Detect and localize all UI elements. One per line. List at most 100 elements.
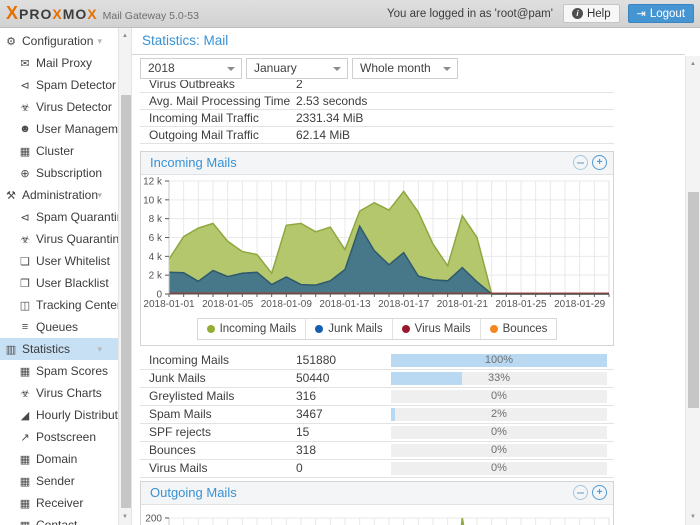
sidebar-item-label: Spam Detector <box>36 78 116 92</box>
svg-text:6 k: 6 k <box>149 233 163 244</box>
row-label: Virus Outbreaks <box>149 80 235 91</box>
table-row[interactable]: Spam Mails34672% <box>140 406 614 424</box>
legend-label: Junk Mails <box>328 323 382 335</box>
bullhorn-icon: ⊲ <box>18 79 32 92</box>
row-label: Greylisted Mails <box>149 389 234 403</box>
chevron-down-icon[interactable]: ▾ <box>97 190 102 201</box>
scroll-up-icon[interactable]: ▲ <box>686 58 700 70</box>
sidebar-item-administration[interactable]: ⚒Administration▾ <box>0 184 118 206</box>
sidebar-item-user-blacklist[interactable]: ❐User Blacklist <box>0 272 118 294</box>
svg-text:4 k: 4 k <box>149 252 163 263</box>
outgoing-mails-chart: 200 <box>141 505 613 525</box>
logout-button-label: Logout <box>650 8 685 20</box>
sidebar-item-contact[interactable]: ▦Contact <box>0 514 118 525</box>
chevron-down-icon[interactable]: ▾ <box>97 344 102 355</box>
bug-icon: ☣ <box>18 101 32 114</box>
svg-text:10 k: 10 k <box>143 195 163 206</box>
summary-table: Virus Outbreaks 2Avg. Mail Processing Tim… <box>140 80 614 144</box>
legend-dot-icon <box>490 325 498 333</box>
month-select[interactable]: January <box>246 58 348 79</box>
help-button[interactable]: i Help <box>563 4 620 23</box>
legend-label: Bounces <box>503 323 548 335</box>
scroll-up-icon[interactable]: ▲ <box>119 30 131 42</box>
sidebar-item-queues[interactable]: ≡Queues <box>0 316 118 338</box>
expand-arrows-circle-icon[interactable]: + <box>592 155 607 170</box>
svg-text:2018-01-21: 2018-01-21 <box>437 299 489 310</box>
table-row[interactable]: Outgoing Mail Traffic62.14 MiB <box>140 127 614 144</box>
legend-item[interactable]: Incoming Mails <box>198 319 306 339</box>
info-circle-icon: i <box>572 8 583 19</box>
sidebar-item-label: Tracking Center <box>36 298 118 312</box>
sidebar-item-cluster[interactable]: ▦Cluster <box>0 140 118 162</box>
row-value: 15 <box>296 424 309 441</box>
outgoing-panel-title: Outgoing Mails <box>150 485 237 500</box>
brand-text: PROXMOX <box>19 6 98 22</box>
percent-label: 2% <box>391 406 607 423</box>
percent-label: 100% <box>391 352 607 369</box>
sidebar-item-statistics[interactable]: ▥Statistics▾ <box>0 338 118 360</box>
sidebar-item-mail-proxy[interactable]: ✉Mail Proxy <box>0 52 118 74</box>
sidebar-item-spam-scores[interactable]: ▦Spam Scores <box>0 360 118 382</box>
sidebar-item-receiver[interactable]: ▦Receiver <box>0 492 118 514</box>
users-icon: ☻ <box>18 123 32 135</box>
chevron-down-icon[interactable]: ▾ <box>97 36 102 47</box>
sidebar-item-tracking-center[interactable]: ◫Tracking Center <box>0 294 118 316</box>
main-content: Statistics: Mail 2018 January Whole mont… <box>132 28 685 525</box>
table-row[interactable]: Avg. Mail Processing Time2.53 seconds <box>140 93 614 110</box>
expand-arrows-circle-icon[interactable]: + <box>592 485 607 500</box>
chevron-down-icon <box>443 67 451 71</box>
sidebar-item-label: Hourly Distribution <box>36 408 118 422</box>
table-row[interactable]: Bounces3180% <box>140 442 614 460</box>
sidebar-item-spam-quarantine[interactable]: ⊲Spam Quarantine <box>0 206 118 228</box>
legend-dot-icon <box>207 325 215 333</box>
table-row[interactable]: Incoming Mail Traffic2331.34 MiB <box>140 110 614 127</box>
collapse-circle-icon[interactable] <box>573 485 588 500</box>
sidebar-item-user-management[interactable]: ☻User Management <box>0 118 118 140</box>
sidebar-item-virus-detector[interactable]: ☣Virus Detector <box>0 96 118 118</box>
sidebar-scrollbar[interactable]: ▲ ▼ <box>118 28 132 525</box>
table-row[interactable]: SPF rejects150% <box>140 424 614 442</box>
range-select[interactable]: Whole month <box>352 58 458 79</box>
legend-item[interactable]: Junk Mails <box>305 319 391 339</box>
outgoing-mails-panel: Outgoing Mails + 200 <box>140 481 614 525</box>
incoming-mails-chart: 02 k4 k6 k8 k10 k12 k2018-01-012018-01-0… <box>141 175 613 313</box>
sidebar-item-sender[interactable]: ▦Sender <box>0 470 118 492</box>
sidebar-item-virus-charts[interactable]: ☣Virus Charts <box>0 382 118 404</box>
sidebar-item-user-whitelist[interactable]: ❏User Whitelist <box>0 250 118 272</box>
year-select-value: 2018 <box>148 61 175 75</box>
proxmox-x-icon: X <box>6 3 18 24</box>
svg-text:12 k: 12 k <box>143 177 163 188</box>
legend-item[interactable]: Bounces <box>480 319 557 339</box>
legend-item[interactable]: Virus Mails <box>392 319 480 339</box>
sidebar-item-label: Configuration <box>22 34 93 48</box>
sidebar-item-postscreen[interactable]: ↗Postscreen <box>0 426 118 448</box>
main-scroll-thumb[interactable] <box>688 192 699 408</box>
collapse-circle-icon[interactable] <box>573 155 588 170</box>
cluster-icon: ▦ <box>18 145 32 158</box>
mail-stats-table: Incoming Mails151880100%Junk Mails504403… <box>140 352 614 478</box>
sidebar-item-configuration[interactable]: ⚙Configuration▾ <box>0 30 118 52</box>
sidebar-item-virus-quarantine[interactable]: ☣Virus Quarantine <box>0 228 118 250</box>
table-row[interactable]: Virus Outbreaks 2 <box>140 80 614 93</box>
row-value: 50440 <box>296 370 329 387</box>
table-row[interactable]: Junk Mails5044033% <box>140 370 614 388</box>
table-icon: ▦ <box>18 497 32 510</box>
logout-button[interactable]: ⇥ Logout <box>628 4 694 23</box>
sidebar-scroll-thumb[interactable] <box>121 95 131 508</box>
sidebar-item-domain[interactable]: ▦Domain <box>0 448 118 470</box>
sidebar-item-hourly-distribution[interactable]: ◢Hourly Distribution <box>0 404 118 426</box>
scroll-down-icon[interactable]: ▼ <box>119 511 131 523</box>
scroll-down-icon[interactable]: ▼ <box>686 511 700 523</box>
table-row[interactable]: Greylisted Mails3160% <box>140 388 614 406</box>
year-select[interactable]: 2018 <box>140 58 242 79</box>
table-row[interactable]: Virus Mails00% <box>140 460 614 478</box>
sidebar-item-label: Postscreen <box>36 430 96 444</box>
svg-text:2018-01-29: 2018-01-29 <box>554 299 606 310</box>
sidebar-item-spam-detector[interactable]: ⊲ Spam Detector <box>0 74 118 96</box>
main-scrollbar[interactable]: ▲ ▼ <box>685 56 700 525</box>
row-value: 2 <box>296 80 303 92</box>
percent-label: 33% <box>391 370 607 387</box>
table-row[interactable]: Incoming Mails151880100% <box>140 352 614 370</box>
sidebar-item-label: Virus Charts <box>36 386 102 400</box>
sidebar-item-subscription[interactable]: ⊕Subscription <box>0 162 118 184</box>
